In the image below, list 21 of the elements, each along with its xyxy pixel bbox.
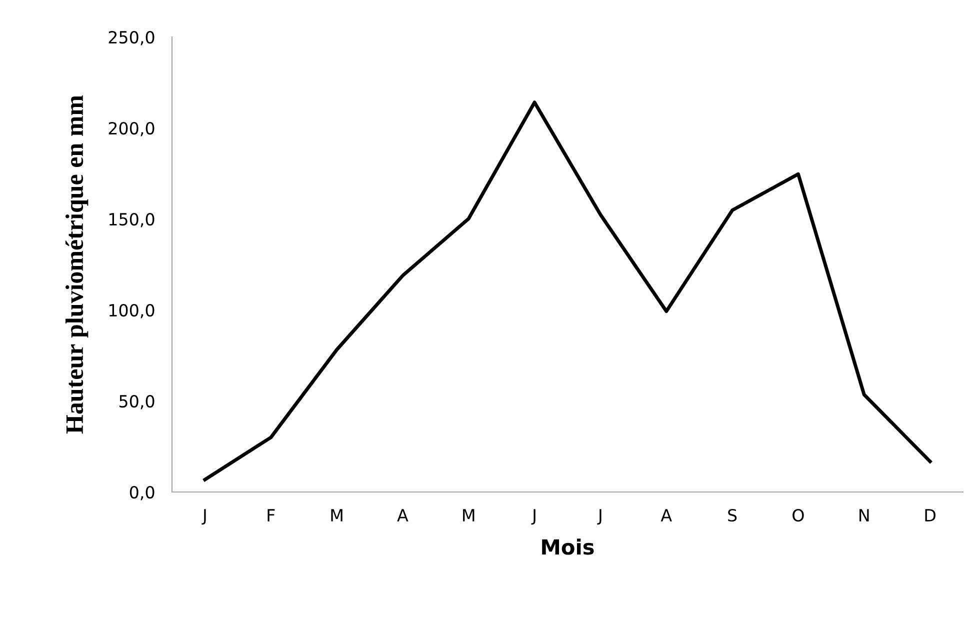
y-tick-label: 200,0 bbox=[108, 122, 154, 136]
x-tick-label: O bbox=[792, 508, 804, 522]
y-tick-label: 250,0 bbox=[108, 30, 154, 46]
x-tick-label: J bbox=[531, 509, 536, 525]
x-tick-label: M bbox=[331, 509, 342, 522]
x-tick-label: N bbox=[860, 509, 869, 522]
x-tick-label: J bbox=[202, 509, 206, 525]
line-series bbox=[203, 100, 932, 482]
x-tick-label: A bbox=[660, 509, 672, 522]
y-tick-label: 100,0 bbox=[109, 304, 154, 318]
x-tick-label: M bbox=[463, 509, 474, 522]
x-tick-label: D bbox=[925, 509, 936, 522]
x-tick-label: S bbox=[728, 508, 737, 522]
x-tick-label: J bbox=[597, 509, 602, 525]
y-tick-label: 150,0 bbox=[109, 212, 154, 228]
y-axis-title: Hauteur pluviométrique en mm bbox=[65, 95, 88, 434]
x-tick-label: F bbox=[268, 509, 275, 522]
x-tick-label: A bbox=[397, 509, 408, 522]
y-tick-label: 0,0 bbox=[130, 486, 154, 500]
y-tick-label: 50,0 bbox=[120, 394, 154, 410]
x-axis-title: Mois bbox=[542, 538, 594, 555]
